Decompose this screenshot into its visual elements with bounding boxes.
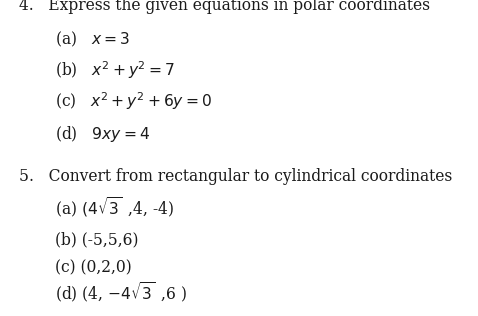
Text: (b) (-5,5,6): (b) (-5,5,6) bbox=[55, 231, 139, 248]
Text: (d) (4, $-4\sqrt{3}\,$ ,6 ): (d) (4, $-4\sqrt{3}\,$ ,6 ) bbox=[55, 281, 187, 305]
Text: (c)   $x^2 + y^2 + 6y = 0$: (c) $x^2 + y^2 + 6y = 0$ bbox=[55, 90, 212, 112]
Text: (d)   $9xy = 4$: (d) $9xy = 4$ bbox=[55, 124, 150, 144]
Text: (c) (0,2,0): (c) (0,2,0) bbox=[55, 259, 132, 276]
Text: 5.   Convert from rectangular to cylindrical coordinates: 5. Convert from rectangular to cylindric… bbox=[19, 168, 452, 185]
Text: (b)   $x^2 + y^2 = 7$: (b) $x^2 + y^2 = 7$ bbox=[55, 59, 175, 81]
Text: 4.   Express the given equations in polar coordinates: 4. Express the given equations in polar … bbox=[19, 0, 430, 14]
Text: (a) $(4\sqrt{3}\,$ ,4, -4): (a) $(4\sqrt{3}\,$ ,4, -4) bbox=[55, 195, 174, 220]
Text: (a)   $x = 3$: (a) $x = 3$ bbox=[55, 30, 130, 49]
